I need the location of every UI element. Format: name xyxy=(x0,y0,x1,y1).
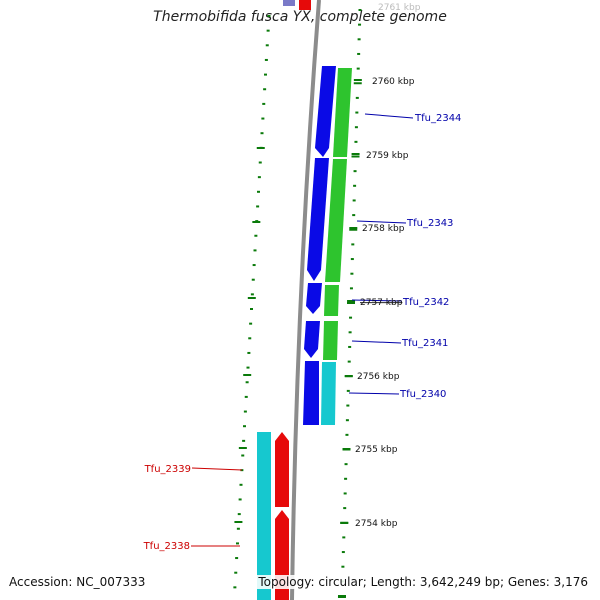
tick-marks xyxy=(233,9,362,598)
cds-arrow-tfu-2341[interactable] xyxy=(304,321,320,358)
cds-arrow-tfu-2342[interactable] xyxy=(306,283,322,314)
partial-feature-top-red xyxy=(299,0,311,10)
gene-label-tfu-2340[interactable]: Tfu_2340 xyxy=(399,389,446,400)
leader-tfu-2340 xyxy=(348,392,400,395)
accession-text: Accession: NC_007333 xyxy=(9,575,146,589)
tick-2758kbp: 2758 kbp xyxy=(362,224,405,234)
kbp-scale-labels: 2761 kbp 2760 kbp 2759 kbp 2758 kbp 2757 kbp… xyxy=(355,3,421,529)
gene-feature-tfu-2344[interactable] xyxy=(333,68,352,157)
leader-tfu-2343 xyxy=(356,220,407,224)
tick-2759kbp: 2759 kbp xyxy=(366,151,409,161)
gene-label-tfu-2342[interactable]: Tfu_2342 xyxy=(402,297,449,308)
cds-arrow-tfu-2344[interactable] xyxy=(315,66,336,157)
tick-2754kbp: 2754 kbp xyxy=(355,519,398,529)
leader-tfu-2344 xyxy=(364,113,414,119)
gene-feature-tfu-2341[interactable] xyxy=(323,321,338,360)
gene-feature-tfu-2342[interactable] xyxy=(324,285,339,316)
tick-2755kbp: 2755 kbp xyxy=(355,445,398,455)
leader-tfu-2339 xyxy=(191,467,243,471)
cds-arrow-tfu-2339[interactable] xyxy=(275,432,289,507)
cds-arrow-tfu-2343[interactable] xyxy=(307,158,329,281)
genome-summary-text: Topology: circular; Length: 3,642,249 bp… xyxy=(256,575,590,589)
leader-tfu-2341 xyxy=(351,340,402,344)
partial-feature-top-blue xyxy=(283,0,295,6)
gene-label-tfu-2341[interactable]: Tfu_2341 xyxy=(401,338,448,349)
cds-arrow-tfu-2340[interactable] xyxy=(303,361,319,425)
gene-feature-tfu-2343[interactable] xyxy=(325,159,347,282)
gene-label-tfu-2339[interactable]: Tfu_2339 xyxy=(144,464,191,475)
tick-2756kbp: 2756 kbp xyxy=(357,372,400,382)
gene-labels: Tfu_2344 Tfu_2343 Tfu_2342 Tfu_2341 Tfu_2340… xyxy=(143,113,462,552)
tick-2757kbp: 2757 kbp xyxy=(360,298,403,308)
map-title: Thermobifida fusca YX, complete genome xyxy=(153,9,447,25)
leader-tfu-2342 xyxy=(351,299,403,302)
tick-2761kbp: 2761 kbp xyxy=(378,3,421,13)
rna-feature-tfu-2339[interactable] xyxy=(257,432,271,600)
tick-2760kbp: 2760 kbp xyxy=(372,77,415,87)
rna-feature-tfu-2340[interactable] xyxy=(321,362,336,425)
gene-label-tfu-2344[interactable]: Tfu_2344 xyxy=(414,113,461,124)
genome-backbone xyxy=(290,0,321,600)
gene-label-tfu-2338[interactable]: Tfu_2338 xyxy=(143,541,190,552)
gene-label-tfu-2343[interactable]: Tfu_2343 xyxy=(406,218,453,229)
